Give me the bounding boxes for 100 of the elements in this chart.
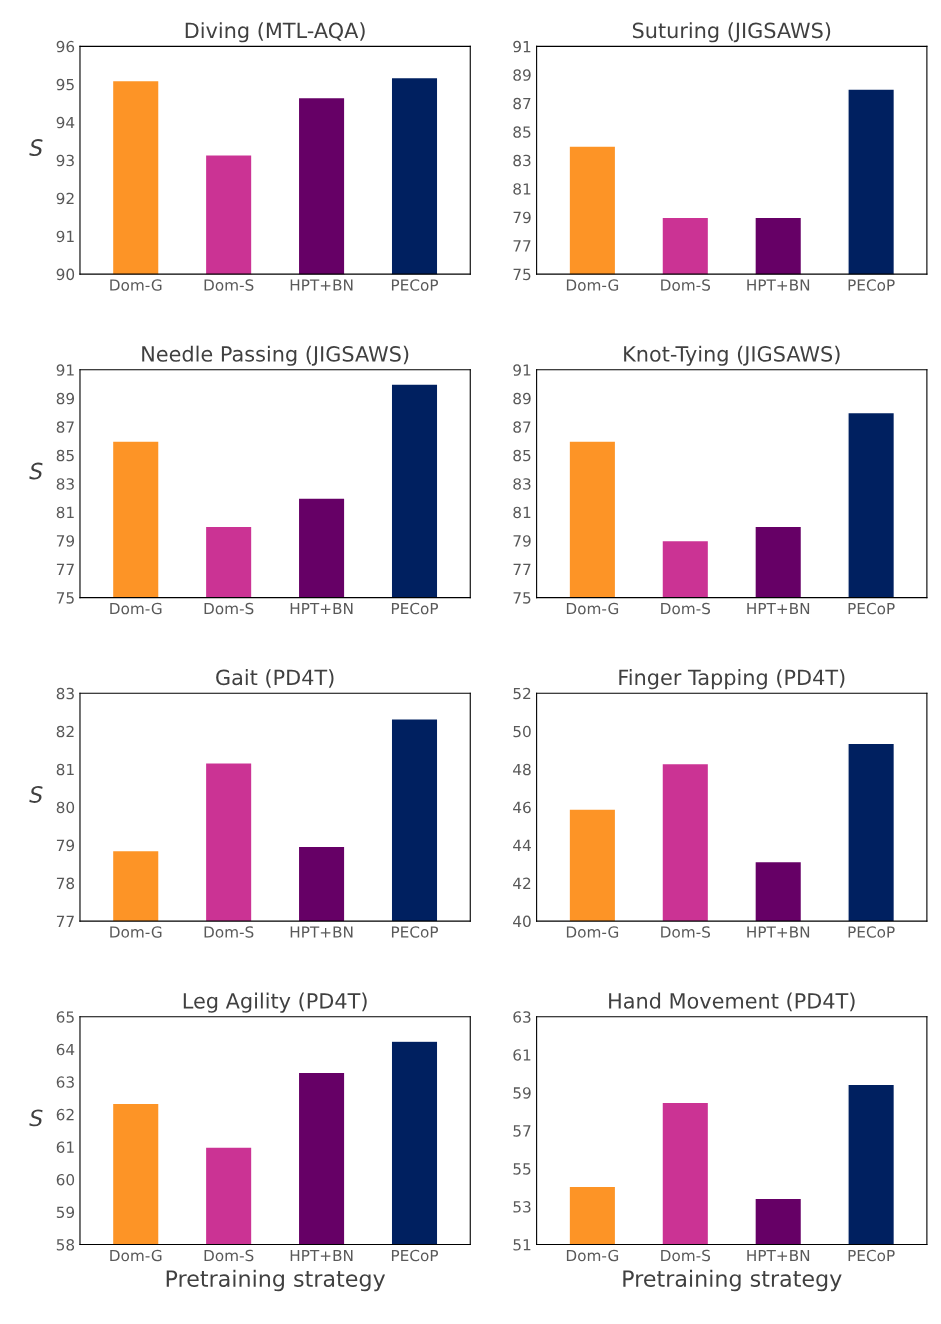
y-tick-label: 51	[513, 1239, 531, 1251]
y-tick-label: 83	[56, 478, 74, 490]
y-tick-label: 83	[513, 154, 531, 167]
x-tick-label: Dom-G	[110, 1249, 162, 1262]
y-tick-label: 79	[56, 839, 75, 852]
chart-title: Gait (PD4T)	[216, 669, 334, 688]
chart-title: Needle Passing (JIGSAWS)	[142, 345, 409, 366]
y-tick-label: 79	[56, 535, 75, 547]
y-tick-label: 52	[513, 687, 531, 700]
y-tick-label: 77	[513, 240, 531, 252]
y-tick-label: 63	[56, 1076, 74, 1088]
x-tick-label: PECoP	[848, 279, 895, 291]
chart-title: Hand Movement (PD4T)	[609, 992, 855, 1012]
x-tick-label: PECoP	[391, 1249, 439, 1262]
x-tick-label: HPT+BN	[747, 279, 810, 291]
y-tick-label: 85	[513, 449, 531, 462]
y-tick-label: 81	[513, 183, 531, 195]
y-tick-label: 81	[56, 763, 74, 776]
y-tick-label: 63	[513, 1011, 531, 1023]
y-tick-label: 89	[56, 392, 75, 405]
x-tick-label: HPT+BN	[290, 926, 353, 938]
x-tick-label: PECoP	[848, 1249, 895, 1262]
x-tick-label: HPT+BN	[290, 279, 353, 291]
y-tick-label: 90	[56, 268, 75, 281]
x-tick-label: Dom-S	[661, 602, 711, 615]
y-tick-label: 95	[56, 78, 74, 91]
x-tick-label: PECoP	[391, 279, 439, 291]
y-axis-title: S	[29, 462, 43, 480]
x-tick-label: HPT+BN	[747, 1249, 810, 1262]
y-tick-label: 60	[56, 1173, 75, 1186]
x-axis-title: Pretraining strategy	[166, 1269, 386, 1292]
x-tick-label: Dom-G	[110, 926, 162, 938]
y-tick-label: 62	[56, 1108, 74, 1121]
y-tick-label: 91	[513, 364, 531, 376]
x-tick-label: HPT+BN	[747, 926, 810, 938]
y-tick-label: 80	[56, 801, 75, 814]
y-axis-title: S	[29, 786, 43, 803]
y-tick-label: 75	[56, 592, 74, 604]
x-tick-label: PECoP	[848, 926, 895, 938]
x-tick-label: PECoP	[391, 926, 439, 938]
y-tick-label: 61	[56, 1141, 74, 1153]
chart-title: Leg Agility (PD4T)	[183, 992, 367, 1013]
y-tick-label: 87	[56, 421, 74, 433]
y-tick-label: 83	[56, 687, 74, 700]
y-tick-label: 89	[513, 69, 531, 81]
y-tick-label: 40	[513, 915, 531, 928]
y-tick-label: 46	[513, 801, 531, 814]
y-tick-label: 85	[56, 449, 74, 462]
x-tick-label: PECoP	[391, 602, 439, 615]
y-tick-label: 89	[513, 392, 531, 405]
y-tick-label: 81	[56, 506, 74, 519]
y-tick-label: 65	[56, 1011, 74, 1023]
y-axis-title: S	[29, 1109, 43, 1127]
x-tick-label: Dom-G	[566, 279, 619, 291]
x-tick-label: Dom-G	[566, 602, 619, 615]
y-tick-label: 75	[513, 268, 531, 281]
chart-title: Knot-Tying (JIGSAWS)	[624, 345, 840, 366]
y-tick-label: 77	[513, 563, 531, 575]
x-tick-label: Dom-G	[566, 926, 619, 938]
x-tick-label: Dom-G	[110, 602, 162, 615]
y-tick-label: 83	[513, 478, 531, 490]
x-tick-label: Dom-S	[204, 279, 254, 291]
y-axis-title: S	[29, 139, 43, 156]
y-tick-label: 50	[513, 725, 531, 738]
chart-title: Diving (MTL-AQA)	[185, 22, 365, 43]
x-tick-label: HPT+BN	[290, 1249, 353, 1262]
y-tick-label: 91	[56, 230, 74, 243]
x-axis-title: Pretraining strategy	[623, 1269, 842, 1292]
y-tick-label: 61	[513, 1049, 531, 1061]
y-tick-label: 91	[513, 40, 531, 53]
y-tick-label: 82	[56, 725, 74, 738]
x-tick-label: Dom-S	[204, 926, 254, 938]
y-tick-label: 94	[56, 116, 75, 129]
y-tick-label: 78	[56, 877, 75, 890]
x-tick-label: Dom-S	[661, 926, 711, 938]
y-tick-label: 64	[56, 1043, 75, 1056]
y-tick-label: 77	[56, 563, 74, 575]
y-tick-label: 87	[513, 421, 531, 433]
x-tick-label: Dom-S	[661, 1249, 711, 1262]
x-tick-label: HPT+BN	[290, 602, 353, 615]
x-tick-label: Dom-S	[204, 1249, 254, 1262]
y-tick-label: 79	[513, 535, 531, 547]
x-tick-label: Dom-S	[204, 602, 254, 615]
y-tick-label: 93	[56, 154, 74, 167]
y-tick-label: 59	[56, 1206, 75, 1219]
x-tick-label: HPT+BN	[747, 602, 810, 615]
chart-title: Suturing (JIGSAWS)	[632, 22, 831, 43]
y-tick-label: 79	[513, 211, 531, 224]
y-tick-label: 57	[513, 1125, 531, 1137]
y-tick-label: 75	[513, 592, 531, 604]
y-tick-label: 58	[56, 1239, 75, 1251]
y-tick-label: 92	[56, 192, 74, 205]
x-tick-label: PECoP	[848, 602, 895, 615]
y-tick-label: 44	[513, 839, 531, 851]
y-tick-label: 96	[56, 40, 75, 53]
y-tick-label: 48	[513, 763, 531, 776]
y-tick-label: 85	[513, 126, 531, 138]
y-tick-label: 81	[513, 506, 531, 519]
x-tick-label: Dom-G	[566, 1249, 619, 1262]
y-tick-label: 55	[513, 1163, 531, 1175]
